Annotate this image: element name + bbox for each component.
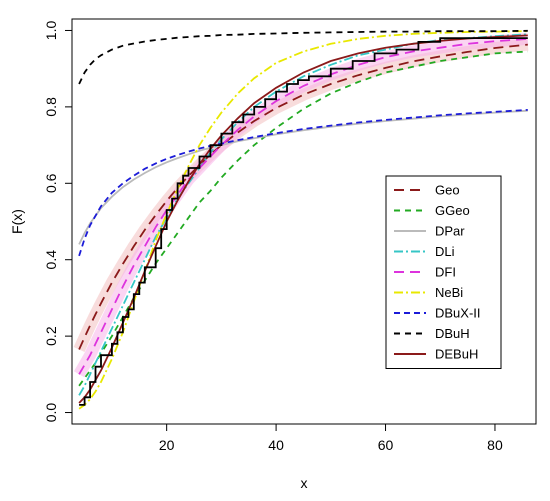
x-tick-label: 60 (378, 437, 394, 453)
x-tick-label: 40 (268, 437, 284, 453)
series-dbux-ii (78, 109, 528, 257)
empirical-cdf-layer (79, 37, 528, 406)
y-tick-label: 1.0 (43, 21, 59, 41)
series-nebi (78, 30, 528, 410)
legend-label-dli: DLi (435, 244, 455, 259)
legend-box (385, 175, 502, 369)
series-ggeo (78, 50, 528, 387)
series-layer (78, 29, 528, 410)
series-dfi (78, 38, 528, 375)
series-dpar (78, 109, 528, 245)
y-tick-label: 0.8 (43, 97, 59, 117)
x-tick-label: 20 (159, 437, 175, 453)
series-dbuh (78, 29, 528, 85)
x-axis: 20 40 60 80 (159, 424, 503, 453)
legend-label-dpar: DPar (435, 224, 465, 239)
legend-label-dbux-ii: DBuX-II (435, 306, 481, 321)
legend-label-nebi: NeBi (435, 285, 463, 300)
x-axis-title: x (301, 475, 308, 491)
legend-label-debuh: DEBuH (435, 347, 478, 362)
empirical-cdf-steps (79, 37, 528, 406)
y-tick-label: 0.6 (43, 173, 59, 193)
legend-label-dfi: DFI (435, 265, 456, 280)
series-dli (78, 33, 528, 396)
y-axis: 0.0 0.2 0.4 0.6 0.8 1.0 (43, 21, 72, 423)
legend-label-ggeo: GGeo (435, 203, 470, 218)
x-tick-label: 80 (487, 437, 503, 453)
legend-label-geo: Geo (435, 183, 460, 198)
y-tick-label: 0.2 (43, 326, 59, 346)
legend: Geo GGeo DPar DLi DFI NeBi DBuX-II DBuH DEBuH (385, 175, 502, 369)
plot-frame (71, 18, 537, 425)
y-tick-label: 0.4 (43, 250, 59, 270)
y-tick-label: 0.0 (43, 403, 59, 423)
legend-label-dbuh: DBuH (435, 326, 470, 341)
y-axis-title: F(x) (9, 209, 25, 234)
